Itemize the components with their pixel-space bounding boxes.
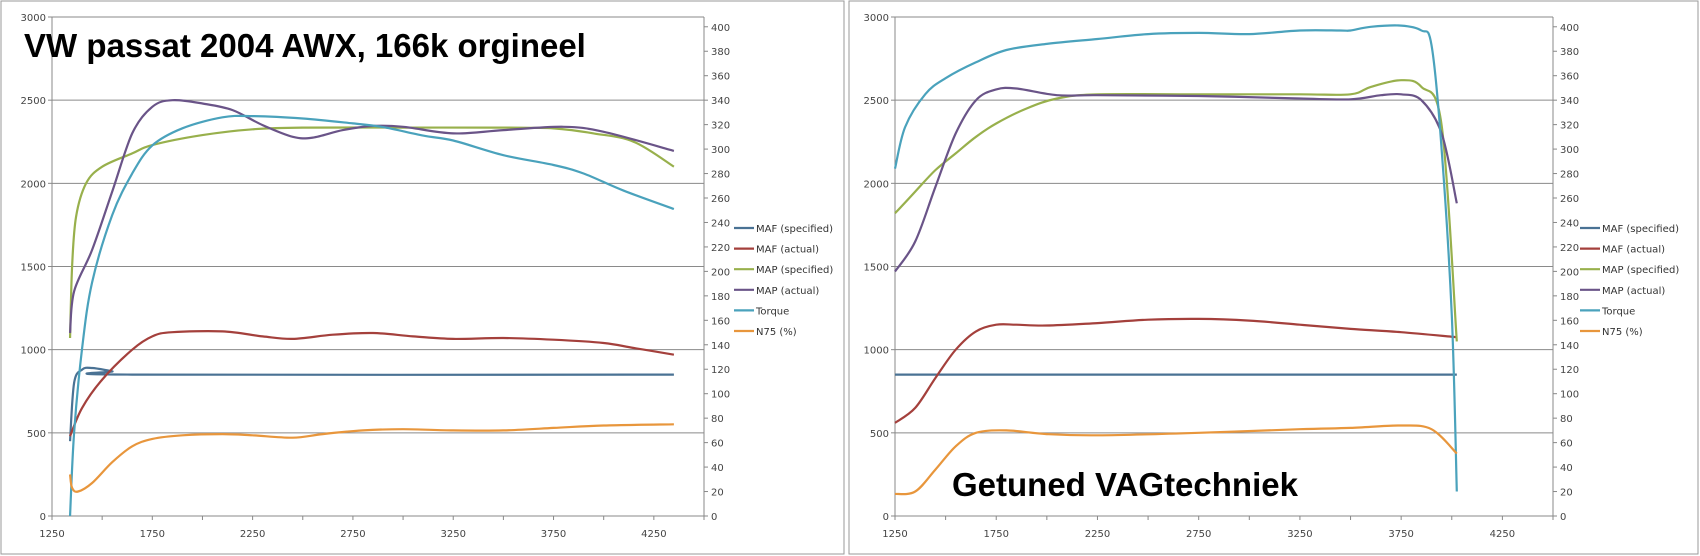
x-tick-label: 3750 [1388,529,1413,540]
y-tick-label: 2500 [21,96,46,107]
y-tick-label: 0 [883,512,889,523]
y2-tick-label: 100 [711,390,730,401]
y2-tick-label: 200 [711,267,730,278]
y-tick-label: 3000 [21,13,46,24]
y2-tick-label: 80 [711,414,724,425]
legend-label: N75 (%) [756,327,797,338]
y2-tick-label: 180 [1560,292,1579,303]
y2-tick-label: 260 [711,194,730,205]
series-line-map-actual [68,99,675,334]
y-tick-label: 1500 [21,263,46,274]
series-line-map-specified [68,126,675,339]
y2-tick-label: 320 [711,121,730,132]
chart-title-left: VW passat 2004 AWX, 166k orgineel [24,27,586,64]
x-tick-label: 1750 [984,529,1009,540]
y2-tick-label: 20 [1560,488,1573,499]
y2-tick-label: 200 [1560,267,1579,278]
series-line-torque [893,24,1458,492]
x-tick-label: 4250 [641,529,666,540]
legend-label: Torque [1601,306,1635,317]
legend-label: MAP (specified) [1602,265,1679,276]
legend-label: N75 (%) [1602,327,1643,338]
chart-left: 0 500 1000 1500 2000 2500 3000 0 20 40 60 80 100 120 1… [21,13,834,540]
y2-tick-label: 100 [1560,390,1579,401]
series-line-torque [68,114,675,517]
series-line-maf-specified [68,366,674,442]
y2-tick-label: 280 [1560,170,1579,181]
x-tick-label: 2250 [1085,529,1110,540]
y2-tick-label: 300 [1560,145,1579,156]
x-tick-label: 1250 [882,529,907,540]
y-tick-label: 2000 [21,179,46,190]
legend-label: Torque [755,306,789,317]
y2-tick-label: 140 [1560,341,1579,352]
series-line-n75 [68,423,674,493]
y2-tick-label: 40 [1560,463,1573,474]
y2-tick-label: 320 [1560,121,1579,132]
series-line-map-specified [894,79,1458,342]
y2-tick-label: 400 [711,23,730,34]
y2-tick-label: 0 [711,512,717,523]
y2-tick-label: 400 [1560,23,1579,34]
y2-tick-label: 240 [711,218,730,229]
y-tick-label: 0 [40,512,46,523]
y2-tick-label: 20 [711,488,724,499]
legend-label: MAF (actual) [756,245,819,256]
y2-tick-label: 340 [1560,96,1579,107]
y2-tick-label: 380 [711,47,730,58]
x-tick-label: 3250 [1287,529,1312,540]
series-line-maf-actual [894,317,1457,424]
y-tick-label: 2500 [864,96,889,107]
legend-label: MAP (actual) [1602,286,1665,297]
right-panel-border [848,0,1699,555]
y2-tick-label: 120 [1560,365,1579,376]
y2-tick-label: 160 [1560,316,1579,327]
y-tick-label: 1000 [21,346,46,357]
y2-tick-label: 240 [1560,218,1579,229]
y2-tick-label: 140 [711,341,730,352]
y-tick-label: 2000 [864,179,889,190]
chart-title-right: Getuned VAGtechniek [952,466,1299,503]
x-tick-label: 1250 [39,529,64,540]
y2-tick-label: 260 [1560,194,1579,205]
y-tick-label: 1000 [864,346,889,357]
legend-label: MAP (actual) [756,286,819,297]
chart-right: 0 500 1000 1500 2000 2500 3000 0 20 40 60 80 100 120 1… [864,13,1680,540]
y2-tick-label: 180 [711,292,730,303]
legend-label: MAF (actual) [1602,245,1665,256]
y2-tick-label: 340 [711,96,730,107]
series-line-n75 [894,424,1458,496]
x-tick-label: 2750 [340,529,365,540]
y2-tick-label: 120 [711,365,730,376]
legend-label: MAF (specified) [1602,224,1679,235]
x-tick-label: 3750 [541,529,566,540]
y2-tick-label: 220 [711,243,730,254]
x-tick-label: 1750 [140,529,165,540]
y-tick-label: 500 [27,429,46,440]
y2-tick-label: 160 [711,316,730,327]
y-tick-label: 500 [870,429,889,440]
y2-tick-label: 360 [1560,72,1579,83]
y2-tick-label: 40 [711,463,724,474]
x-tick-label: 2750 [1186,529,1211,540]
y2-tick-label: 220 [1560,243,1579,254]
y2-tick-label: 60 [1560,439,1573,450]
y-tick-label: 1500 [864,263,889,274]
y2-tick-label: 300 [711,145,730,156]
x-tick-label: 4250 [1490,529,1515,540]
series-line-map-actual [894,86,1458,273]
x-tick-label: 2250 [240,529,265,540]
y2-tick-label: 0 [1560,512,1566,523]
legend-label: MAF (specified) [756,224,833,235]
y2-tick-label: 380 [1560,47,1579,58]
x-tick-label: 3250 [441,529,466,540]
y-tick-label: 3000 [864,13,889,24]
y2-tick-label: 360 [711,72,730,83]
y2-tick-label: 280 [711,170,730,181]
series-line-maf-actual [69,330,675,437]
y2-tick-label: 80 [1560,414,1573,425]
legend-label: MAP (specified) [756,265,833,276]
y2-tick-label: 60 [711,439,724,450]
